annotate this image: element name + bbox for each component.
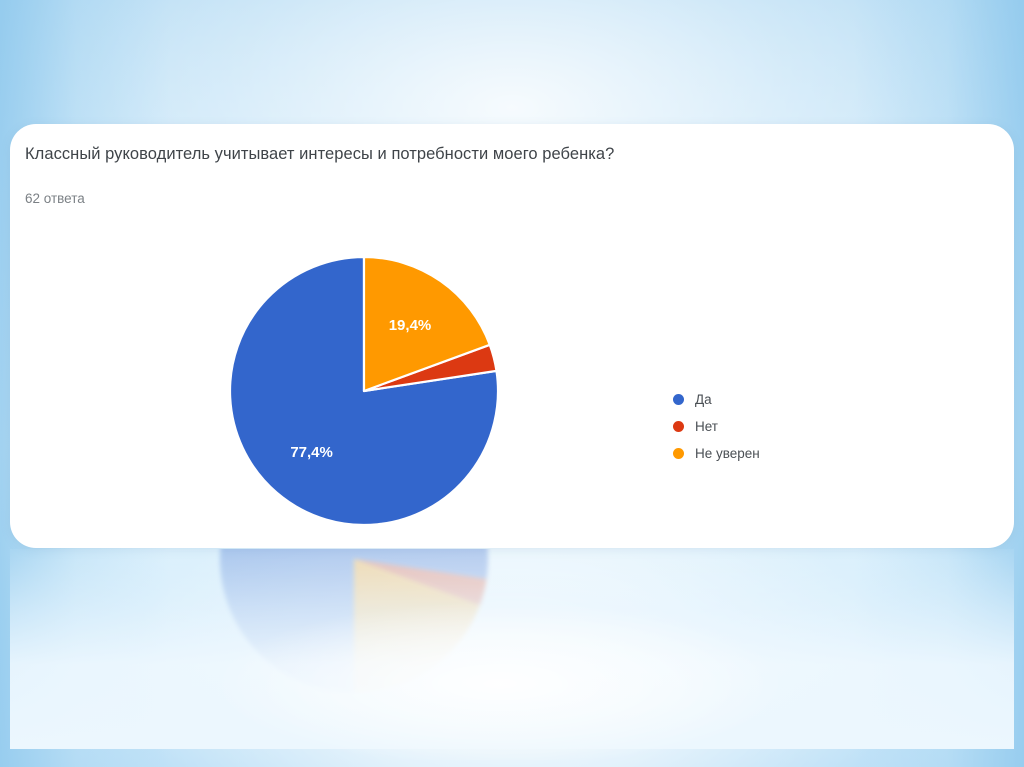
- reflected-pie-slice-group: [220, 549, 488, 693]
- pie-slice-group: [228, 255, 500, 527]
- pie-slice-label-1: 77,4%: [290, 444, 333, 461]
- legend-swatch-orange-icon: [673, 448, 684, 459]
- pie-slice-label-3: 19,4%: [389, 317, 432, 334]
- pie-label-group: 77,4% 19,4%: [290, 317, 431, 461]
- chart-title: Классный руководитель учитывает интересы…: [25, 145, 615, 163]
- response-count: 62 ответа: [25, 191, 85, 206]
- legend-item-net[interactable]: Нет: [673, 413, 760, 440]
- chart-card: Классный руководитель учитывает интересы…: [10, 124, 1014, 548]
- reflected-pie-chart: [220, 549, 488, 693]
- pie-slice-3[interactable]: [354, 559, 480, 693]
- pie-slice-3[interactable]: [362, 255, 491, 393]
- reflection-glow: [120, 560, 880, 760]
- legend-swatch-red-icon: [673, 421, 684, 432]
- legend-label-da: Да: [695, 392, 712, 407]
- legend-item-ne-uveren[interactable]: Не уверен: [673, 440, 760, 467]
- pie-chart: 77,4% 19,4%: [228, 255, 500, 527]
- pie-slice-1[interactable]: [220, 549, 488, 693]
- legend-item-da[interactable]: Да: [673, 386, 760, 413]
- pie-chart-svg: 77,4% 19,4%: [228, 255, 500, 527]
- reflection-fade-overlay: [10, 549, 1014, 749]
- legend-swatch-blue-icon: [673, 394, 684, 405]
- chart-legend: Да Нет Не уверен: [673, 386, 760, 467]
- legend-label-net: Нет: [695, 419, 718, 434]
- legend-label-ne-uveren: Не уверен: [695, 446, 760, 461]
- card-reflection: [10, 549, 1014, 749]
- pie-slice-2[interactable]: [354, 559, 487, 606]
